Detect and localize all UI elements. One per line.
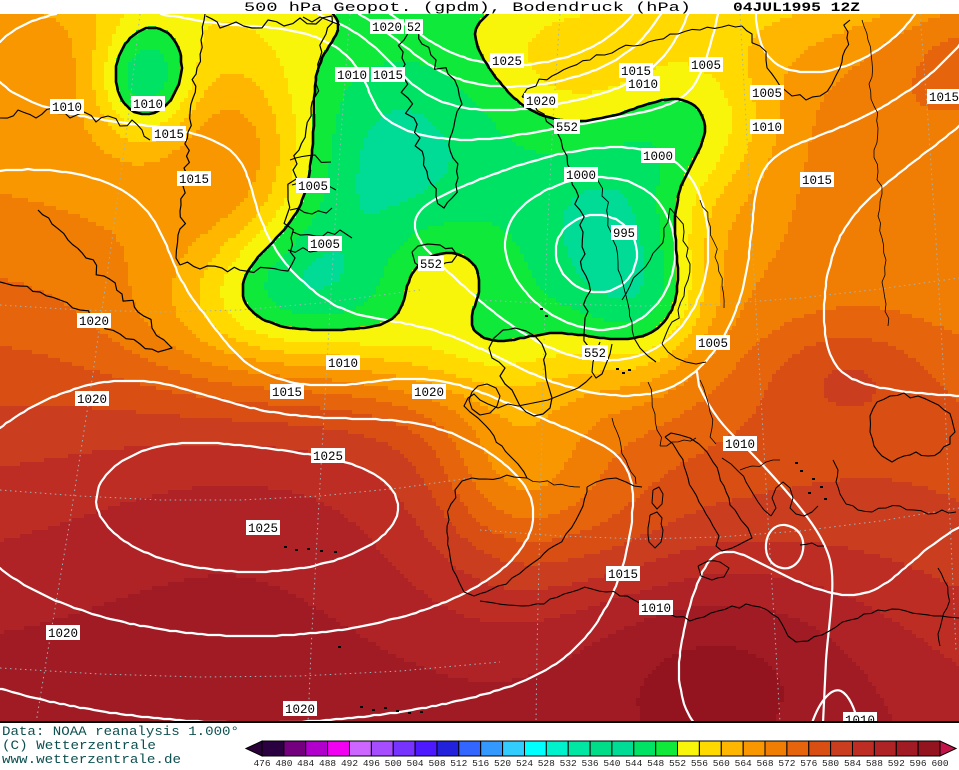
svg-text:1015: 1015 [608,568,638,582]
svg-text:588: 588 [866,758,883,769]
svg-text:(C) Wetterzentrale: (C) Wetterzentrale [2,739,156,753]
svg-text:500 hPa Geopot. (gpdm), Bodend: 500 hPa Geopot. (gpdm), Bodendruck (hPa) [244,0,691,15]
svg-text:596: 596 [910,758,927,769]
svg-text:www.wetterzentrale.de: www.wetterzentrale.de [2,753,181,767]
svg-text:Data: NOAA reanalysis 1.000°: Data: NOAA reanalysis 1.000° [2,725,239,739]
svg-text:1015: 1015 [179,173,209,187]
svg-text:552: 552 [556,121,578,135]
svg-text:1020: 1020 [48,627,78,641]
svg-text:548: 548 [647,758,664,769]
svg-text:1000: 1000 [566,169,596,183]
svg-text:512: 512 [450,758,467,769]
svg-text:540: 540 [603,758,620,769]
svg-text:556: 556 [691,758,708,769]
svg-text:1010: 1010 [628,78,658,92]
svg-text:496: 496 [363,758,380,769]
svg-text:484: 484 [297,758,314,769]
svg-text:1010: 1010 [52,101,82,115]
svg-text:1000: 1000 [643,150,673,164]
svg-text:1020: 1020 [414,386,444,400]
svg-text:1010: 1010 [641,602,671,616]
svg-text:1005: 1005 [698,337,728,351]
svg-text:1020: 1020 [285,703,315,717]
svg-text:1025: 1025 [248,522,278,536]
svg-text:564: 564 [735,758,752,769]
svg-text:516: 516 [472,758,489,769]
svg-text:1025: 1025 [313,450,343,464]
svg-text:580: 580 [822,758,839,769]
svg-text:592: 592 [888,758,905,769]
svg-text:1010: 1010 [133,98,163,112]
svg-text:1020: 1020 [77,393,107,407]
svg-text:04JUL1995 12Z: 04JUL1995 12Z [733,0,860,15]
svg-text:480: 480 [275,758,292,769]
svg-text:532: 532 [560,758,577,769]
svg-text:552: 552 [584,347,606,361]
svg-text:1015: 1015 [929,91,959,105]
svg-text:1005: 1005 [298,180,328,194]
svg-text:524: 524 [516,758,533,769]
svg-text:1005: 1005 [310,238,340,252]
svg-text:1015: 1015 [154,128,184,142]
svg-text:600: 600 [931,758,948,769]
svg-text:1010: 1010 [725,438,755,452]
svg-text:1005: 1005 [752,87,782,101]
svg-text:544: 544 [625,758,642,769]
svg-text:1020: 1020 [79,315,109,329]
svg-text:1020: 1020 [372,21,402,35]
svg-text:536: 536 [582,758,599,769]
svg-text:576: 576 [800,758,817,769]
svg-text:488: 488 [319,758,336,769]
svg-text:504: 504 [407,758,424,769]
svg-text:560: 560 [713,758,730,769]
svg-text:1015: 1015 [373,69,403,83]
svg-text:568: 568 [756,758,773,769]
svg-text:552: 552 [420,258,442,272]
svg-text:500: 500 [385,758,402,769]
svg-text:1025: 1025 [492,55,522,69]
svg-text:1010: 1010 [752,121,782,135]
svg-text:1010: 1010 [337,69,367,83]
svg-text:584: 584 [844,758,861,769]
svg-text:476: 476 [253,758,270,769]
svg-text:1005: 1005 [691,59,721,73]
svg-text:552: 552 [669,758,686,769]
svg-text:492: 492 [341,758,358,769]
svg-text:1015: 1015 [621,65,651,79]
svg-text:1015: 1015 [802,174,832,188]
svg-text:1020: 1020 [526,95,556,109]
svg-text:1015: 1015 [272,386,302,400]
svg-text:508: 508 [428,758,445,769]
svg-text:572: 572 [778,758,795,769]
svg-text:1010: 1010 [328,357,358,371]
svg-text:52: 52 [407,21,421,35]
svg-text:520: 520 [494,758,511,769]
svg-text:995: 995 [613,227,635,241]
svg-text:528: 528 [538,758,555,769]
